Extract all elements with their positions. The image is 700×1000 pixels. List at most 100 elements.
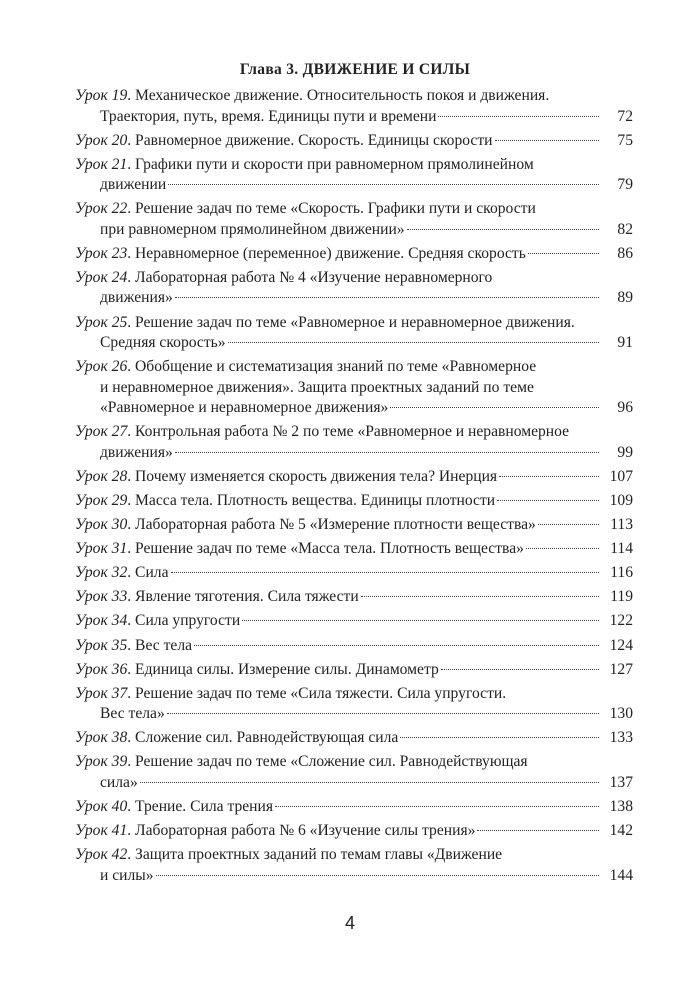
toc-entry-line: и силы» 144 xyxy=(75,866,633,887)
entry-page-number[interactable]: 122 xyxy=(609,612,633,630)
entry-title: Решение задач по теме «Скорость. Графики… xyxy=(135,200,536,218)
entry-page-number[interactable]: 138 xyxy=(609,797,633,815)
entry-title-text: Урок 21. Графики пути и скорости при рав… xyxy=(75,155,534,173)
toc-entry-line: Урок 29. Масса тела. Плотность вещества.… xyxy=(75,491,633,512)
entry-title: Неравномерное (переменное) движение. Сре… xyxy=(135,244,526,262)
entry-title: Лабораторная работа № 5 «Измерение плотн… xyxy=(135,516,536,534)
entry-title-text: Урок 37. Решение задач по теме «Сила тяж… xyxy=(75,684,507,702)
entry-page-number[interactable]: 82 xyxy=(617,220,633,238)
entry-page-number[interactable]: 119 xyxy=(610,588,633,606)
entry-title: Защита проектных заданий по темам главы … xyxy=(135,846,503,864)
entry-title-text: при равномерном прямолинейном движении» xyxy=(100,220,405,241)
toc-entry[interactable]: Урок 37. Решение задач по теме «Сила тяж… xyxy=(75,684,633,725)
toc-entry-line: Урок 38. Сложение сил. Равнодействующая … xyxy=(75,728,633,749)
entry-title: Трение. Сила трения xyxy=(135,797,274,815)
entry-page-number[interactable]: 130 xyxy=(609,705,633,723)
toc-entry[interactable]: Урок 24. Лабораторная работа № 4 «Изучен… xyxy=(75,268,633,309)
toc-entry[interactable]: Урок 30. Лабораторная работа № 5 «Измере… xyxy=(75,515,633,536)
entry-title: и неравномерное движения». Защита проект… xyxy=(100,378,534,396)
lesson-label: Урок 19 xyxy=(75,87,128,104)
entry-page-number[interactable]: 79 xyxy=(617,176,633,194)
toc-entry-line: Урок 32. Сила 116 xyxy=(75,563,633,584)
dot-leader xyxy=(174,451,599,453)
toc-entry-line: сила» 137 xyxy=(75,773,633,794)
entry-title-text: Урок 31. Решение задач по теме «Масса те… xyxy=(75,540,524,558)
entry-page-number[interactable]: 144 xyxy=(609,866,633,884)
entry-title: Лабораторная работа № 4 «Изучение неравн… xyxy=(135,268,493,286)
toc-entry[interactable]: Урок 41. Лабораторная работа № 6 «Изучен… xyxy=(75,821,633,842)
entry-page-number[interactable]: 116 xyxy=(610,564,633,582)
entry-title: Механическое движение. Относительность п… xyxy=(135,87,550,104)
entry-page-number[interactable]: 137 xyxy=(609,773,633,791)
lesson-label: Урок 22 xyxy=(75,200,128,218)
toc-entry[interactable]: Урок 39. Решение задач по теме «Сложение… xyxy=(75,752,633,793)
toc-entry[interactable]: Урок 38. Сложение сил. Равнодействующая … xyxy=(75,728,633,749)
toc-entry-line: Траектория, путь, время. Единицы пути и … xyxy=(75,107,633,128)
entry-title-text: Урок 36. Единица силы. Измерение силы. Д… xyxy=(75,660,439,678)
lesson-label: Урок 33 xyxy=(75,588,128,606)
toc-entry[interactable]: Урок 32. Сила 116 xyxy=(75,563,633,584)
toc-entry-line: «Равномерное и неравномерное движения» 96 xyxy=(75,398,633,419)
page-number: 4 xyxy=(344,913,355,933)
entry-page-number[interactable]: 72 xyxy=(617,107,633,125)
entry-page-number[interactable]: 75 xyxy=(617,131,633,149)
toc-entry[interactable]: Урок 27. Контрольная работа № 2 по теме … xyxy=(75,422,633,463)
chapter-title: Глава 3. ДВИЖЕНИЕ И СИЛЫ xyxy=(239,61,471,78)
entry-page-number[interactable]: 127 xyxy=(609,660,633,678)
entry-page-number[interactable]: 107 xyxy=(609,467,633,485)
toc-entry[interactable]: Урок 36. Единица силы. Измерение силы. Д… xyxy=(75,660,633,681)
entry-page-number[interactable]: 142 xyxy=(609,822,633,840)
entry-title: Графики пути и скорости при равномерном … xyxy=(135,155,534,173)
entry-title: и силы» xyxy=(100,866,154,884)
entry-page-number[interactable]: 86 xyxy=(617,244,633,262)
toc-entry-line: Урок 36. Единица силы. Измерение силы. Д… xyxy=(75,660,633,681)
toc-entry[interactable]: Урок 20. Равномерное движение. Скорость.… xyxy=(75,131,633,152)
entry-title-text: Урок 19. Механическое движение. Относите… xyxy=(75,87,550,104)
toc-entry[interactable]: Урок 21. Графики пути и скорости при рав… xyxy=(75,155,633,196)
entry-title-text: движения» xyxy=(100,288,173,309)
toc-entry[interactable]: Урок 33. Явление тяготения. Сила тяжести… xyxy=(75,587,633,608)
entry-title: Средняя скорость» xyxy=(100,334,226,352)
toc-entry-line: Урок 34. Сила упругости 122 xyxy=(75,611,633,632)
entry-page-number[interactable]: 109 xyxy=(609,491,633,509)
entry-title-text: Урок 28. Почему изменяется скорость движ… xyxy=(75,467,498,485)
entry-title-text: Урок 30. Лабораторная работа № 5 «Измере… xyxy=(75,516,536,534)
toc-entry[interactable]: Урок 22. Решение задач по теме «Скорость… xyxy=(75,199,633,240)
toc-entry[interactable]: Урок 23. Неравномерное (переменное) движ… xyxy=(75,244,633,265)
entry-title-text: «Равномерное и неравномерное движения» xyxy=(100,398,388,419)
lesson-label: Урок 38 xyxy=(75,729,128,747)
entry-page-number[interactable]: 99 xyxy=(617,443,633,461)
lesson-label: Урок 34 xyxy=(75,612,128,630)
toc-entry-line: Урок 27. Контрольная работа № 2 по теме … xyxy=(75,422,633,443)
dot-leader xyxy=(440,668,599,670)
entry-page-number[interactable]: 114 xyxy=(610,540,633,558)
dot-leader xyxy=(527,252,599,254)
entry-page-number[interactable]: 96 xyxy=(617,399,633,417)
entry-page-number[interactable]: 91 xyxy=(617,334,633,352)
toc-entry-line: Урок 20. Равномерное движение. Скорость.… xyxy=(75,131,633,152)
dot-leader xyxy=(525,547,599,550)
toc-entry-line: Урок 30. Лабораторная работа № 5 «Измере… xyxy=(75,515,633,536)
toc-entry[interactable]: Урок 35. Вес тела 124 xyxy=(75,636,633,657)
dot-leader xyxy=(168,183,599,186)
toc-entry-line: Урок 37. Решение задач по теме «Сила тяж… xyxy=(75,684,633,705)
toc-entry[interactable]: Урок 28. Почему изменяется скорость движ… xyxy=(75,467,633,488)
toc-entry[interactable]: Урок 19. Механическое движение. Относите… xyxy=(75,86,633,127)
entry-page-number[interactable]: 113 xyxy=(610,516,633,534)
entry-page-number[interactable]: 133 xyxy=(609,729,633,747)
entry-page-number[interactable]: 89 xyxy=(617,289,633,307)
toc-entry-line: Вес тела» 130 xyxy=(75,704,633,725)
entry-title-text: Урок 22. Решение задач по теме «Скорость… xyxy=(75,200,536,218)
entry-title: Равномерное движение. Скорость. Единицы … xyxy=(135,131,493,149)
toc-entry[interactable]: Урок 40. Трение. Сила трения 138 xyxy=(75,797,633,818)
toc-entry[interactable]: Урок 42. Защита проектных заданий по тем… xyxy=(75,845,633,886)
toc-entry[interactable]: Урок 25. Решение задач по теме «Равномер… xyxy=(75,313,633,354)
toc-entry[interactable]: Урок 26. Обобщение и систематизация знан… xyxy=(75,357,633,419)
entry-page-number[interactable]: 124 xyxy=(609,636,633,654)
toc-entry[interactable]: Урок 29. Масса тела. Плотность вещества.… xyxy=(75,491,633,512)
entry-title: Вес тела xyxy=(135,636,193,654)
entry-title-text: Вес тела» xyxy=(100,704,165,725)
toc-entry[interactable]: Урок 31. Решение задач по теме «Масса те… xyxy=(75,539,633,560)
lesson-label: Урок 25 xyxy=(75,313,128,331)
toc-entry[interactable]: Урок 34. Сила упругости 122 xyxy=(75,611,633,632)
